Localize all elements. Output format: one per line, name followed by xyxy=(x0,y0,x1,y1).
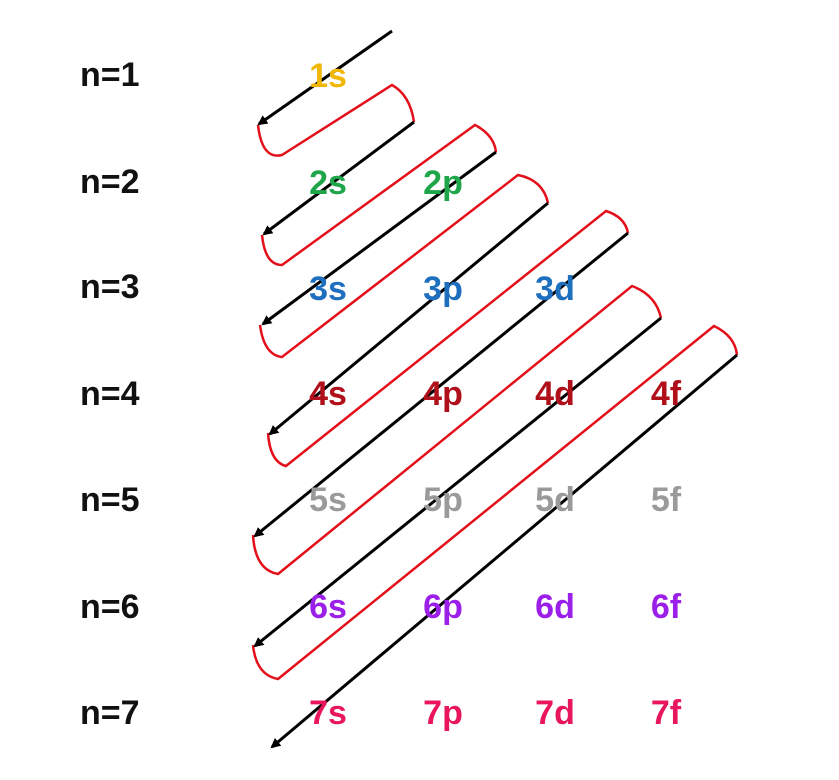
arrow-3 xyxy=(261,150,497,326)
orbital-3s: 3s xyxy=(309,270,347,308)
orbital-4p: 4p xyxy=(423,375,463,413)
orbital-7d: 7d xyxy=(535,694,575,732)
shell-label-n7: n=7 xyxy=(80,694,140,732)
orbital-6p: 6p xyxy=(423,588,463,626)
orbital-6d: 6d xyxy=(535,588,575,626)
arrow-4 xyxy=(268,201,549,436)
connector-4 xyxy=(266,209,630,468)
shell-label-n1: n=1 xyxy=(80,56,140,94)
shell-label-n3: n=3 xyxy=(80,268,140,306)
orbital-4s: 4s xyxy=(309,375,347,413)
arrow-2 xyxy=(262,120,415,236)
orbital-5p: 5p xyxy=(423,481,463,519)
shell-label-n5: n=5 xyxy=(80,481,140,519)
orbital-4d: 4d xyxy=(535,375,575,413)
connector-2 xyxy=(260,123,498,267)
arrow-7 xyxy=(270,353,738,749)
orbital-5d: 5d xyxy=(535,481,575,519)
arrow-6 xyxy=(253,316,662,648)
orbital-6f: 6f xyxy=(650,588,682,626)
orbital-5f: 5f xyxy=(650,481,682,519)
orbital-3p: 3p xyxy=(423,270,463,308)
orbital-7s: 7s xyxy=(309,694,347,732)
orbital-7p: 7p xyxy=(423,694,463,732)
shell-label-n6: n=6 xyxy=(80,588,140,626)
orbital-1s: 1s xyxy=(309,57,347,95)
orbital-5s: 5s xyxy=(309,481,347,519)
red-connectors xyxy=(251,83,739,681)
shell-label-n4: n=4 xyxy=(80,375,140,413)
orbital-6s: 6s xyxy=(309,588,347,626)
connector-3 xyxy=(258,173,550,359)
orbital-7f: 7f xyxy=(650,694,682,732)
shell-label-n2: n=2 xyxy=(80,163,140,201)
connector-1 xyxy=(256,83,416,157)
orbital-2p: 2p xyxy=(423,164,463,202)
connector-6 xyxy=(251,324,739,681)
connector-5 xyxy=(251,284,663,576)
orbital-4f: 4f xyxy=(650,375,682,413)
arrow-5 xyxy=(253,231,629,538)
orbital-3d: 3d xyxy=(535,270,575,308)
orbital-2s: 2s xyxy=(309,164,347,202)
arrow-1 xyxy=(257,29,393,126)
black-arrows xyxy=(253,29,738,749)
